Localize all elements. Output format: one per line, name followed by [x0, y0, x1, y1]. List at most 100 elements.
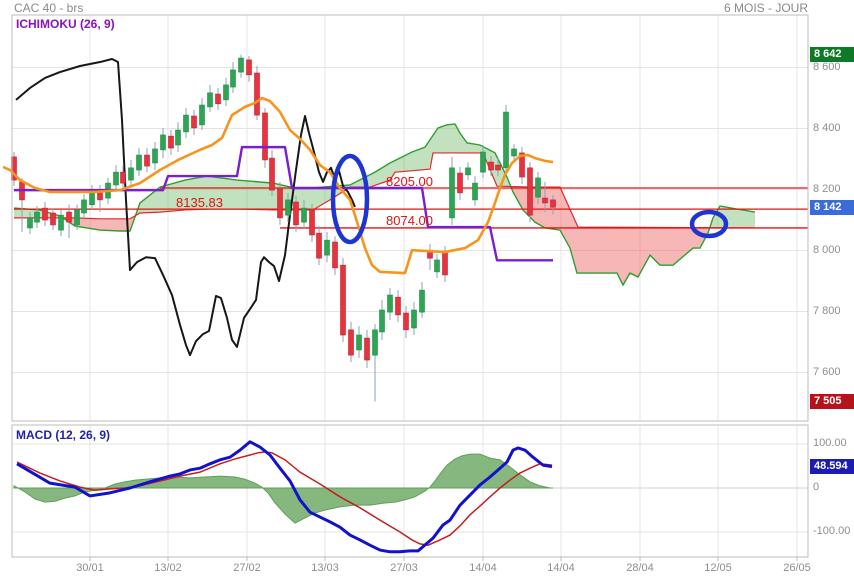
- kumo-cloud-segment: [683, 227, 686, 257]
- kumo-cloud-segment: [437, 127, 440, 153]
- kumo-cloud-segment: [233, 179, 236, 210]
- kumo-cloud-segment: [371, 172, 374, 187]
- kumo-cloud-segment: [602, 227, 605, 274]
- candle-down: [215, 93, 221, 105]
- kumo-cloud-segment: [542, 187, 545, 228]
- kumo-cloud-segment: [176, 181, 179, 211]
- candle-up: [535, 177, 541, 198]
- price-axis-label: 8 200: [813, 182, 841, 195]
- candle-up: [465, 167, 471, 176]
- macd-panel-border: [11, 424, 809, 558]
- kumo-cloud-segment: [224, 178, 227, 210]
- candle-up: [136, 154, 142, 171]
- kumo-cloud-segment: [440, 126, 443, 153]
- kumo-cloud-segment: [521, 186, 524, 211]
- kumo-cloud-segment: [737, 208, 740, 228]
- macd-axis-label: -100.00: [813, 525, 851, 537]
- candle-up: [301, 207, 307, 223]
- kumo-cloud-segment: [203, 176, 206, 210]
- kumo-cloud-segment: [659, 227, 662, 266]
- candle-up: [223, 84, 229, 101]
- candle-up: [511, 148, 517, 157]
- kumo-cloud-segment: [443, 125, 446, 153]
- kumo-cloud-segment: [206, 176, 209, 210]
- timeframe-label[interactable]: 6 MOIS - JOUR: [723, 1, 808, 15]
- kumo-cloud-segment: [407, 153, 410, 172]
- kumo-cloud-segment: [731, 207, 734, 228]
- kumo-cloud-segment: [656, 227, 659, 265]
- level-label-8135[interactable]: 8135.83: [176, 195, 223, 210]
- price-axis-label: 8 000: [813, 243, 841, 256]
- kumo-cloud-segment: [458, 129, 461, 153]
- kumo-cloud-segment: [452, 123, 455, 153]
- kumo-cloud-segment: [413, 150, 416, 171]
- candle-down: [144, 154, 150, 167]
- level-label-8074[interactable]: 8074.00: [386, 213, 433, 228]
- kumo-cloud-segment: [446, 124, 449, 153]
- kumo-cloud-segment: [260, 182, 263, 210]
- kumo-cloud-segment: [647, 227, 650, 261]
- kumo-cloud-segment: [185, 179, 188, 210]
- candle-up: [372, 329, 378, 356]
- macd-indicator-label[interactable]: MACD (12, 26, 9): [16, 428, 111, 442]
- kumo-cloud-segment: [623, 227, 626, 285]
- price-axis-label: 7 800: [813, 304, 841, 317]
- kumo-cloud-segment: [314, 187, 317, 210]
- kumo-cloud-segment: [515, 186, 518, 201]
- kumo-cloud-segment: [605, 227, 608, 274]
- kumo-cloud-segment: [614, 227, 617, 274]
- kumo-cloud-segment: [473, 143, 476, 153]
- candle-up: [27, 217, 33, 229]
- kumo-cloud-segment: [164, 185, 167, 212]
- kumo-cloud-segment: [674, 227, 677, 265]
- kumo-cloud-segment: [638, 227, 641, 278]
- kumo-cloud-segment: [14, 208, 17, 218]
- ichimoku-indicator-label[interactable]: ICHIMOKU (26, 9): [16, 17, 115, 31]
- kumo-cloud-segment: [320, 187, 323, 206]
- candle-down: [254, 72, 260, 116]
- kumo-cloud-segment: [398, 157, 401, 172]
- kumo-cloud-segment: [677, 227, 680, 262]
- kumo-cloud-segment: [119, 218, 122, 232]
- kumo-cloud-segment: [194, 177, 197, 210]
- kumo-cloud-segment: [110, 218, 113, 231]
- level-label-8205[interactable]: 8205.00: [386, 174, 433, 189]
- candle-down: [519, 152, 525, 178]
- price-badge-last: 8 142: [810, 199, 854, 215]
- kumo-cloud-segment: [227, 178, 230, 210]
- tenkan-sen-line: [2, 96, 554, 275]
- kumo-cloud-segment: [563, 193, 566, 241]
- candle-down: [550, 199, 556, 208]
- kumo-cloud-segment: [386, 163, 389, 182]
- macd-axis-label: 100.00: [813, 437, 847, 449]
- kumo-cloud-segment: [671, 227, 674, 266]
- kumo-cloud-segment: [698, 227, 701, 249]
- kumo-cloud-segment: [590, 227, 593, 274]
- kumo-cloud-segment: [80, 218, 83, 228]
- macd-line: [16, 440, 553, 554]
- kumo-cloud-segment: [173, 182, 176, 211]
- macd-axis-label: 0: [813, 481, 820, 493]
- kumo-cloud-segment: [140, 200, 143, 214]
- candle-up: [449, 167, 455, 219]
- candle-down: [293, 201, 299, 226]
- macd-value-badge: 48.594: [810, 459, 854, 475]
- kumo-cloud-segment: [629, 227, 632, 275]
- kumo-cloud-segment: [581, 227, 584, 274]
- kumo-cloud-segment: [728, 207, 731, 228]
- candle-up: [472, 182, 478, 201]
- kumo-cloud-segment: [389, 161, 392, 181]
- kumo-cloud-segment: [422, 147, 425, 170]
- candle-down: [495, 164, 501, 171]
- date-axis-label: 14/04: [547, 562, 575, 574]
- kumo-cloud-segment: [170, 183, 173, 212]
- kumo-cloud-segment: [236, 179, 239, 210]
- kumo-cloud-segment: [572, 213, 575, 266]
- candle-up: [230, 69, 236, 88]
- candle-down: [542, 197, 548, 204]
- candle-up: [199, 104, 205, 126]
- price-badge-high: 8 642: [810, 47, 854, 63]
- kumo-cloud-segment: [299, 188, 302, 210]
- kumo-cloud-segment: [359, 178, 362, 188]
